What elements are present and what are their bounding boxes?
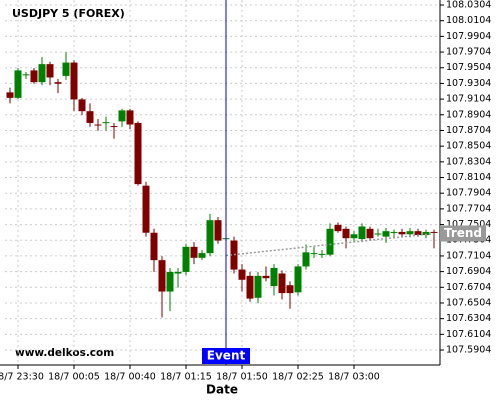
candle-body bbox=[238, 269, 246, 280]
candle-body bbox=[430, 231, 438, 233]
y-tick-label: 107.9704 bbox=[446, 47, 491, 58]
event-label: Event bbox=[207, 349, 246, 363]
x-tick-label: 18/7 00:05 bbox=[48, 372, 100, 383]
y-tick-label: 107.9504 bbox=[446, 62, 491, 73]
x-tick-label: 18/7 23:30 bbox=[0, 372, 44, 383]
x-tick-label: 18/7 00:40 bbox=[104, 372, 156, 383]
watermark: www.delkos.com bbox=[15, 347, 114, 359]
candle-body bbox=[62, 62, 70, 76]
candle-body bbox=[190, 246, 198, 258]
y-tick-label: 107.8704 bbox=[446, 125, 491, 136]
x-tick-label: 18/7 01:50 bbox=[216, 372, 268, 383]
candle-body bbox=[38, 64, 46, 83]
candle-body bbox=[126, 110, 134, 125]
candle-body bbox=[326, 228, 334, 255]
trend-label-box bbox=[440, 225, 486, 242]
candle-body bbox=[78, 99, 86, 112]
candle-body bbox=[286, 285, 294, 294]
candle-body bbox=[54, 82, 62, 84]
candle-body bbox=[22, 74, 30, 76]
y-tick-label: 107.6704 bbox=[446, 282, 491, 293]
trend-label: Trend bbox=[444, 226, 482, 240]
candle-body bbox=[246, 275, 254, 299]
candle-body bbox=[294, 266, 302, 293]
candle-body bbox=[134, 122, 142, 185]
candle-body bbox=[382, 231, 390, 237]
candle-body bbox=[374, 233, 382, 235]
candle-body bbox=[230, 240, 238, 270]
candle-body bbox=[254, 275, 262, 298]
candle-body bbox=[310, 253, 318, 255]
candle-body bbox=[6, 92, 14, 98]
y-tick-label: 108.0104 bbox=[446, 15, 491, 26]
x-tick-label: 18/7 01:15 bbox=[160, 372, 212, 383]
candle-body bbox=[198, 253, 206, 258]
candle-body bbox=[342, 228, 350, 239]
y-tick-label: 107.6304 bbox=[446, 313, 491, 324]
y-tick-label: 107.7704 bbox=[446, 203, 491, 214]
candle-body bbox=[150, 232, 158, 261]
candle-body bbox=[390, 231, 398, 233]
y-tick-label: 107.9104 bbox=[446, 94, 491, 105]
candle-body bbox=[166, 271, 174, 292]
event-label-box bbox=[202, 348, 250, 364]
y-tick-label: 107.8904 bbox=[446, 109, 491, 120]
candle-body bbox=[30, 70, 38, 83]
x-tick-label: 18/7 02:25 bbox=[272, 372, 324, 383]
y-tick-label: 107.7904 bbox=[446, 188, 491, 199]
candle-body bbox=[174, 271, 182, 274]
y-tick-label: 107.7104 bbox=[446, 250, 491, 261]
y-tick-label: 107.5904 bbox=[446, 345, 491, 356]
candle-body bbox=[366, 228, 374, 239]
candle-body bbox=[262, 275, 270, 279]
candle-body bbox=[118, 110, 126, 122]
candle-body bbox=[278, 273, 286, 294]
candle-body bbox=[182, 246, 190, 272]
candle-body bbox=[270, 268, 278, 287]
candle-body bbox=[302, 252, 310, 267]
candle-body bbox=[94, 124, 102, 126]
candle-body bbox=[422, 231, 430, 236]
candle-body bbox=[206, 220, 214, 254]
y-tick-label: 107.9904 bbox=[446, 31, 491, 42]
y-tick-label: 107.7504 bbox=[446, 219, 491, 230]
candle-body bbox=[46, 64, 54, 78]
candle-body bbox=[406, 231, 414, 235]
candle-body bbox=[318, 253, 326, 255]
x-tick-label: 18/7 03:00 bbox=[328, 372, 380, 383]
candle-body bbox=[414, 231, 422, 236]
candle-body bbox=[214, 220, 222, 241]
candle-body bbox=[350, 234, 358, 239]
candle-body bbox=[110, 126, 118, 128]
candle-body bbox=[334, 224, 342, 232]
candle-body bbox=[14, 70, 22, 98]
y-tick-label: 107.6504 bbox=[446, 297, 491, 308]
candle-body bbox=[398, 231, 406, 235]
candle-body bbox=[158, 260, 166, 292]
candle-body bbox=[86, 111, 94, 123]
y-tick-label: 107.8304 bbox=[446, 156, 491, 167]
y-tick-label: 107.8504 bbox=[446, 141, 491, 152]
y-tick-label: 107.6904 bbox=[446, 266, 491, 277]
y-tick-label: 108.0304 bbox=[446, 0, 491, 11]
y-tick-label: 107.9304 bbox=[446, 78, 491, 89]
y-tick-label: 107.8104 bbox=[446, 172, 491, 183]
candle-body bbox=[102, 122, 110, 124]
candle-body bbox=[70, 62, 78, 100]
candle-body bbox=[142, 185, 150, 233]
trend-line bbox=[225, 232, 435, 257]
x-axis-label: Date bbox=[206, 383, 238, 397]
chart-title: USDJPY 5 (FOREX) bbox=[12, 7, 125, 20]
candle-body bbox=[358, 226, 366, 239]
y-tick-label: 107.6104 bbox=[446, 329, 491, 340]
